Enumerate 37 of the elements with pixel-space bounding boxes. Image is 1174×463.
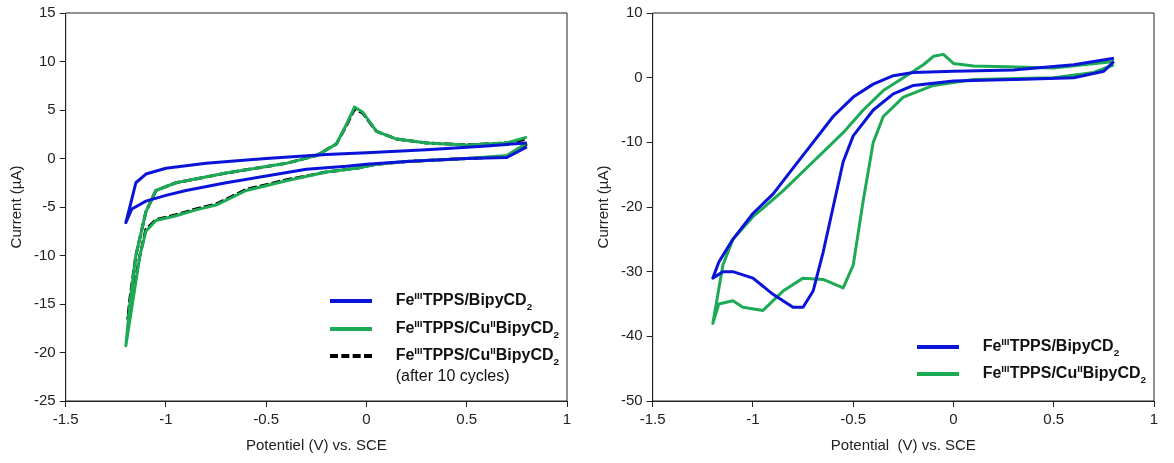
- x-tick-label: -0.5: [840, 410, 867, 428]
- x-tick-label: -1.5: [639, 410, 666, 428]
- y-tick-label: 15: [38, 3, 56, 21]
- y-axis-title: Current (µA): [7, 165, 25, 249]
- y-tick-label: 10: [38, 51, 56, 69]
- legend-label: Fe$^{III}$TPPS/BipyCD$_{2}$: [982, 335, 1120, 358]
- y-tick-label: 0: [47, 148, 56, 166]
- y-tick-label: -5: [42, 197, 56, 215]
- y-tick-label: 5: [47, 100, 56, 118]
- legend-label: Fe$^{III}$TPPS/BipyCD$_{2}$: [395, 290, 533, 312]
- y-tick-label: -50: [620, 391, 643, 409]
- y-tick-label: 10: [625, 3, 643, 21]
- y-tick-label: -10: [620, 132, 643, 150]
- x-tick-label: 0.5: [456, 410, 478, 428]
- y-tick-label: -30: [620, 261, 643, 279]
- y-tick-label: -15: [33, 294, 56, 312]
- legend-label: Fe$^{III}$TPPS/Cu$^{II}$BipyCD$_{2}$: [395, 317, 559, 340]
- x-tick-label: -1.5: [52, 410, 79, 428]
- x-tick-label: 1: [562, 410, 572, 428]
- text: Fe$^{III}$TPPS/Cu$^{II}$BipyCD$_{2}$ (after 10 cycles): [395, 345, 559, 384]
- y-tick-label: -25: [33, 391, 56, 409]
- y-tick-label: 0: [634, 67, 643, 85]
- x-axis-title: Potential (V) vs. SCE: [830, 436, 976, 454]
- x-tick-label: 0: [362, 410, 371, 428]
- y-tick-label: -20: [33, 342, 56, 360]
- y-axis-title: Current (µA): [594, 165, 612, 249]
- x-tick-label: -0.5: [253, 410, 280, 428]
- x-tick-label: 0.5: [1043, 410, 1065, 428]
- x-axis-title: Potentiel (V) vs. SCE: [245, 436, 387, 454]
- legend-label: Fe$^{III}$TPPS/Cu$^{II}$BipyCD$_{2}$: [982, 363, 1146, 385]
- x-tick-label: -1: [159, 410, 173, 428]
- x-tick-label: 1: [1149, 410, 1159, 428]
- y-tick-label: -40: [620, 326, 643, 344]
- y-tick-label: -20: [620, 197, 643, 215]
- x-tick-label: 0: [949, 410, 958, 428]
- y-tick-label: -10: [33, 245, 56, 263]
- x-tick-label: -1: [746, 410, 760, 428]
